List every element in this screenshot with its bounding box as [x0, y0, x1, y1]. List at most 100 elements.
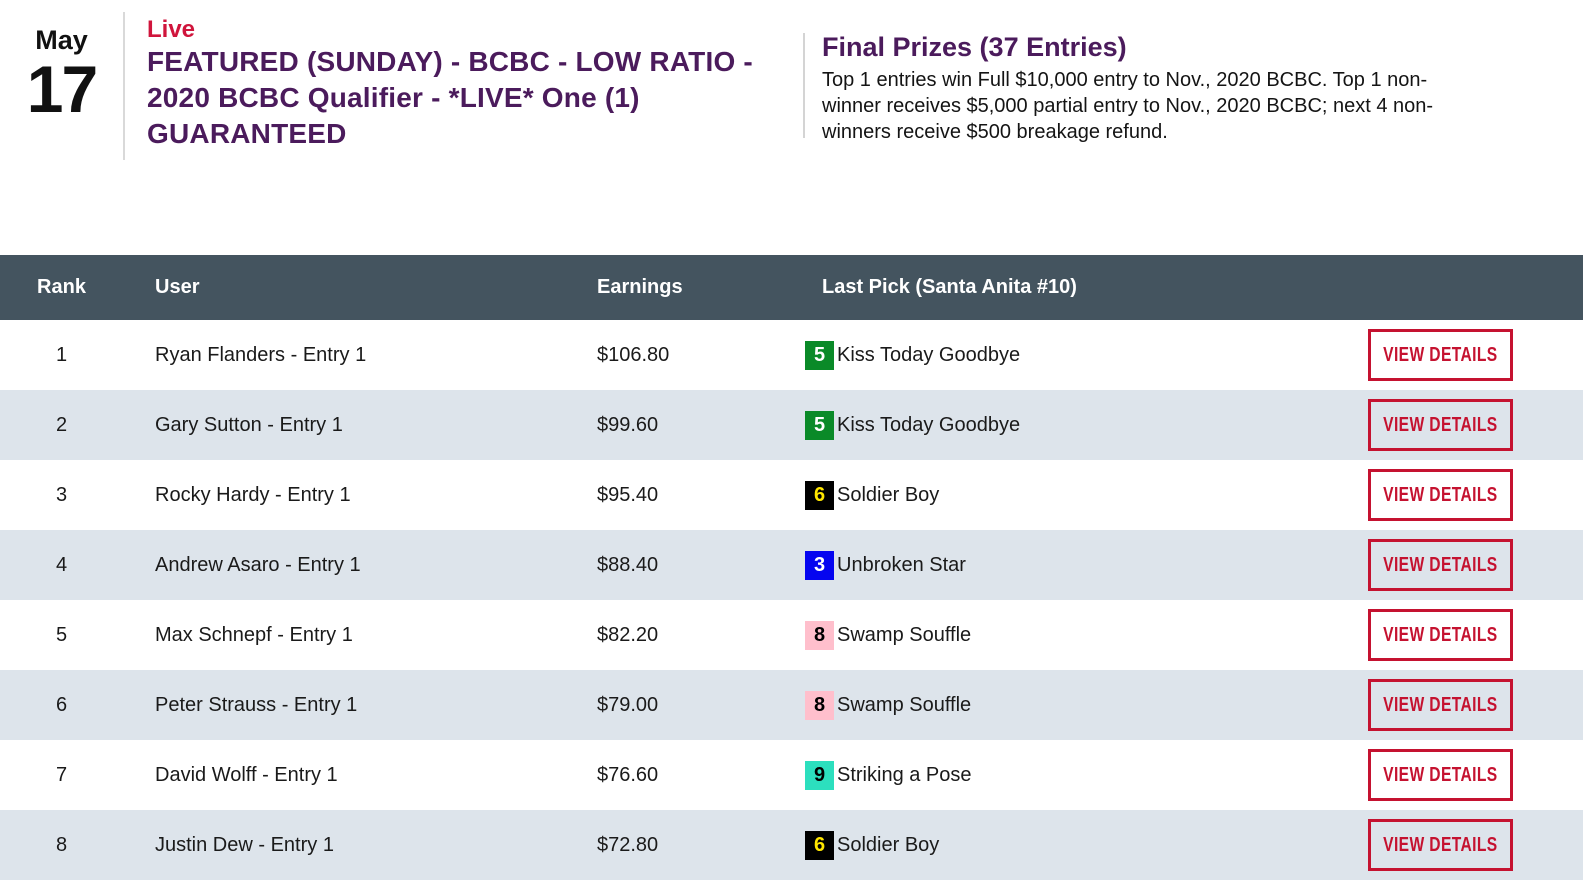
view-details-label: VIEW DETAILS — [1383, 623, 1498, 646]
leaderboard-table: Rank User Earnings Last Pick (Santa Anit… — [0, 255, 1583, 880]
saddle-cloth-number-badge: 8 — [805, 620, 834, 650]
rank-cell: 7 — [55, 763, 68, 786]
last-pick-cell: 6 Soldier Boy — [805, 480, 1360, 510]
rank-cell: 5 — [55, 623, 68, 646]
saddle-cloth-number-badge: 6 — [805, 480, 834, 510]
rank-cell: 4 — [55, 553, 68, 576]
pick-horse-name: Kiss Today Goodbye — [837, 343, 1021, 366]
table-header-row: Rank User Earnings Last Pick (Santa Anit… — [0, 255, 1583, 320]
user-cell: Max Schnepf - Entry 1 — [155, 623, 353, 646]
table-row: 3 Rocky Hardy - Entry 1 $95.40 6 Soldier… — [0, 460, 1583, 530]
view-details-button[interactable]: VIEW DETAILS — [1368, 469, 1513, 521]
pick-horse-name: Soldier Boy — [837, 483, 940, 506]
view-details-label: VIEW DETAILS — [1383, 483, 1498, 506]
pick-horse-name: Striking a Pose — [837, 763, 972, 786]
view-details-label: VIEW DETAILS — [1383, 763, 1498, 786]
last-pick-cell: 8 Swamp Souffle — [805, 690, 1360, 720]
user-cell: Justin Dew - Entry 1 — [155, 833, 334, 856]
vertical-divider — [803, 33, 805, 138]
contest-title: FEATURED (SUNDAY) - BCBC - LOW RATIO - 2… — [147, 45, 753, 150]
final-prizes-block: Final Prizes (37 Entries) Top 1 entries … — [805, 12, 1495, 145]
action-cell: VIEW DETAILS — [1360, 469, 1583, 521]
pick-horse-name: Swamp Souffle — [837, 623, 972, 646]
column-header-user: User — [155, 276, 200, 298]
user-cell: David Wolff - Entry 1 — [155, 763, 338, 786]
view-details-button[interactable]: VIEW DETAILS — [1368, 609, 1513, 661]
contest-date-day: 17 — [26, 51, 98, 126]
table-row: 8 Justin Dew - Entry 1 $72.80 6 Soldier … — [0, 810, 1583, 880]
rank-cell: 3 — [55, 483, 68, 506]
saddle-cloth-number-badge: 9 — [805, 760, 834, 790]
view-details-label: VIEW DETAILS — [1383, 343, 1498, 366]
column-header-last-pick: Last Pick (Santa Anita #10) — [822, 276, 1077, 298]
view-details-button[interactable]: VIEW DETAILS — [1368, 539, 1513, 591]
earnings-cell: $82.20 — [597, 623, 659, 646]
saddle-cloth-number-badge: 6 — [805, 830, 834, 860]
view-details-label: VIEW DETAILS — [1383, 553, 1498, 576]
view-details-label: VIEW DETAILS — [1383, 693, 1498, 716]
earnings-cell: $88.40 — [597, 553, 659, 576]
user-cell: Ryan Flanders - Entry 1 — [155, 343, 367, 366]
last-pick-cell: 8 Swamp Souffle — [805, 620, 1360, 650]
action-cell: VIEW DETAILS — [1360, 539, 1583, 591]
saddle-cloth-number-badge: 5 — [805, 410, 834, 440]
view-details-button[interactable]: VIEW DETAILS — [1368, 819, 1513, 871]
pick-horse-name: Swamp Souffle — [837, 693, 972, 716]
earnings-cell: $95.40 — [597, 483, 659, 506]
table-row: 6 Peter Strauss - Entry 1 $79.00 8 Swamp… — [0, 670, 1583, 740]
table-row: 7 David Wolff - Entry 1 $76.60 9 Strikin… — [0, 740, 1583, 810]
earnings-cell: $72.80 — [597, 833, 659, 856]
table-row: 4 Andrew Asaro - Entry 1 $88.40 3 Unbrok… — [0, 530, 1583, 600]
rank-cell: 1 — [55, 343, 68, 366]
rank-cell: 8 — [55, 833, 68, 856]
view-details-label: VIEW DETAILS — [1383, 413, 1498, 436]
earnings-cell: $76.60 — [597, 763, 659, 786]
user-cell: Gary Sutton - Entry 1 — [155, 413, 343, 436]
rank-cell: 6 — [55, 693, 68, 716]
contest-header: May 17 Live FEATURED (SUNDAY) - BCBC - L… — [0, 0, 1583, 255]
user-cell: Peter Strauss - Entry 1 — [155, 693, 358, 716]
last-pick-cell: 5 Kiss Today Goodbye — [805, 340, 1360, 370]
pick-horse-name: Unbroken Star — [837, 553, 966, 576]
table-row: 5 Max Schnepf - Entry 1 $82.20 8 Swamp S… — [0, 600, 1583, 670]
rank-cell: 2 — [55, 413, 68, 436]
live-status-label: Live — [147, 16, 196, 43]
user-cell: Andrew Asaro - Entry 1 — [155, 553, 361, 576]
pick-horse-name: Soldier Boy — [837, 833, 940, 856]
view-details-button[interactable]: VIEW DETAILS — [1368, 399, 1513, 451]
saddle-cloth-number-badge: 8 — [805, 690, 834, 720]
action-cell: VIEW DETAILS — [1360, 749, 1583, 801]
view-details-button[interactable]: VIEW DETAILS — [1368, 329, 1513, 381]
pick-horse-name: Kiss Today Goodbye — [837, 413, 1021, 436]
view-details-label: VIEW DETAILS — [1383, 833, 1498, 856]
saddle-cloth-number-badge: 3 — [805, 550, 834, 580]
action-cell: VIEW DETAILS — [1360, 399, 1583, 451]
contest-date: May 17 — [0, 12, 123, 126]
action-cell: VIEW DETAILS — [1360, 679, 1583, 731]
column-header-earnings: Earnings — [597, 276, 683, 298]
action-cell: VIEW DETAILS — [1360, 329, 1583, 381]
action-cell: VIEW DETAILS — [1360, 609, 1583, 661]
action-cell: VIEW DETAILS — [1360, 819, 1583, 871]
table-row: 2 Gary Sutton - Entry 1 $99.60 5 Kiss To… — [0, 390, 1583, 460]
last-pick-cell: 9 Striking a Pose — [805, 760, 1360, 790]
earnings-cell: $79.00 — [597, 693, 659, 716]
column-header-rank: Rank — [37, 276, 86, 298]
final-prizes-title: Final Prizes (37 Entries) — [822, 32, 1127, 62]
table-body: 1 Ryan Flanders - Entry 1 $106.80 5 Kiss… — [0, 320, 1583, 880]
earnings-cell: $99.60 — [597, 413, 659, 436]
user-cell: Rocky Hardy - Entry 1 — [155, 483, 351, 506]
last-pick-cell: 3 Unbroken Star — [805, 550, 1360, 580]
view-details-button[interactable]: VIEW DETAILS — [1368, 679, 1513, 731]
last-pick-cell: 5 Kiss Today Goodbye — [805, 410, 1360, 440]
contest-title-block: Live FEATURED (SUNDAY) - BCBC - LOW RATI… — [125, 12, 803, 153]
table-row: 1 Ryan Flanders - Entry 1 $106.80 5 Kiss… — [0, 320, 1583, 390]
earnings-cell: $106.80 — [597, 343, 670, 366]
final-prizes-description: Top 1 entries win Full $10,000 entry to … — [822, 68, 1434, 143]
view-details-button[interactable]: VIEW DETAILS — [1368, 749, 1513, 801]
vertical-divider — [123, 12, 125, 160]
saddle-cloth-number-badge: 5 — [805, 340, 834, 370]
last-pick-cell: 6 Soldier Boy — [805, 830, 1360, 860]
contest-date-month: May — [35, 25, 88, 55]
